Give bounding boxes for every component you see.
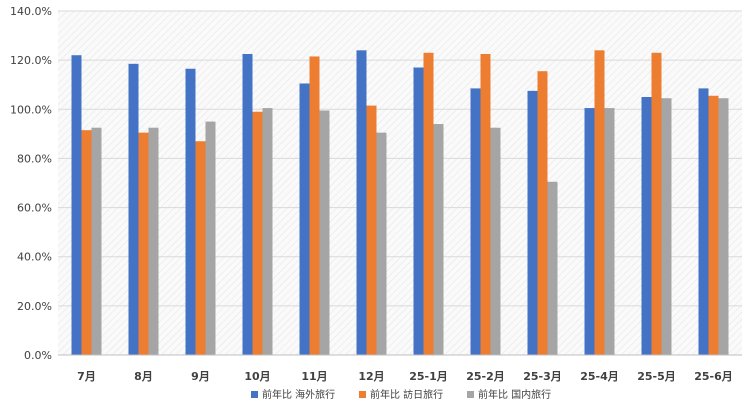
y-tick-label: 120.0% — [10, 54, 52, 67]
gridlines — [58, 10, 742, 307]
bar — [584, 108, 595, 355]
bar — [262, 108, 273, 355]
bar — [547, 181, 558, 355]
bar — [81, 130, 92, 355]
bar — [128, 63, 139, 355]
y-tick-label: 140.0% — [10, 5, 52, 18]
x-tick-label: 10月 — [244, 370, 270, 383]
bar — [366, 105, 377, 355]
bar — [433, 124, 444, 356]
x-tick-label: 25-6月 — [694, 370, 733, 383]
bar — [242, 54, 253, 355]
x-tick-label: 25-5月 — [637, 370, 676, 383]
legend-swatch — [251, 391, 258, 398]
bar — [148, 127, 159, 355]
legend-label: 前年比 海外旅行 — [262, 388, 335, 401]
x-tick-label: 11月 — [301, 370, 327, 383]
bar — [195, 141, 206, 355]
bar — [309, 56, 320, 355]
x-tick-label: 9月 — [191, 370, 210, 383]
bar — [651, 52, 662, 356]
x-axis-labels: 7月 8月 9月 10月 11月 12月 25-1月 25-2月 25-3月 25-4月 25-5月… — [77, 370, 733, 383]
bar — [91, 127, 102, 355]
x-tick-label: 25-4月 — [580, 370, 619, 383]
x-tick-label: 25-2月 — [466, 370, 505, 383]
bar — [138, 132, 149, 355]
bar — [299, 83, 310, 355]
bar — [490, 127, 501, 355]
bar — [708, 95, 719, 356]
y-tick-label: 0.0% — [24, 349, 52, 362]
bar — [252, 111, 263, 355]
x-tick-label: 12月 — [358, 370, 384, 383]
y-tick-label: 80.0% — [17, 152, 52, 165]
legend-label: 前年比 国内旅行 — [478, 388, 551, 401]
bar — [641, 97, 652, 355]
bar — [356, 50, 367, 356]
legend-label: 前年比 訪日旅行 — [370, 388, 443, 401]
legend-swatch — [467, 391, 474, 398]
bar — [205, 121, 216, 355]
y-tick-label: 60.0% — [17, 202, 52, 215]
bars — [71, 50, 729, 356]
bar — [604, 108, 615, 355]
bar — [698, 88, 709, 356]
legend: 前年比 海外旅行 前年比 訪日旅行 前年比 国内旅行 — [251, 388, 551, 401]
x-tick-label: 7月 — [77, 370, 96, 383]
bar — [185, 68, 196, 355]
bar — [423, 52, 434, 356]
bar — [718, 98, 729, 355]
bar — [480, 54, 491, 355]
bar — [413, 67, 424, 355]
legend-swatch — [359, 391, 366, 398]
y-axis-ticks: 0.0% 20.0% 40.0% 60.0% 80.0% 100.0% 120.0% 140.… — [10, 5, 52, 362]
x-tick-label: 25-1月 — [409, 370, 448, 383]
bar — [661, 98, 672, 355]
x-tick-label: 25-3月 — [523, 370, 562, 383]
bar — [376, 132, 387, 355]
y-tick-label: 40.0% — [17, 251, 52, 264]
bar — [319, 110, 330, 355]
plot-area-background — [58, 11, 742, 355]
bar — [71, 55, 82, 355]
y-tick-label: 100.0% — [10, 103, 52, 116]
bar — [537, 71, 548, 355]
bar — [527, 90, 538, 355]
y-tick-label: 20.0% — [17, 300, 52, 313]
bar — [470, 88, 481, 356]
bar — [594, 50, 605, 356]
x-tick-label: 8月 — [134, 370, 153, 383]
